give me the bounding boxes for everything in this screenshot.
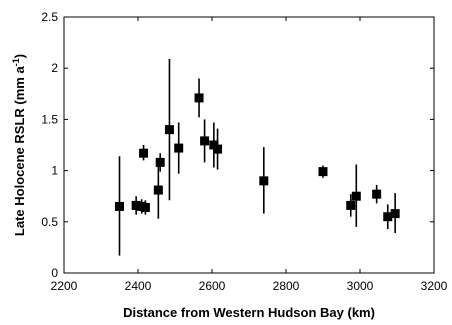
y-axis-ticks: 0 0.5 1 1.5 2 2.5 bbox=[41, 10, 434, 280]
y-axis-title-close: ) bbox=[12, 54, 27, 58]
data-point bbox=[372, 189, 382, 199]
data-point bbox=[200, 136, 210, 146]
data-point bbox=[194, 93, 204, 103]
x-tick-label: 2600 bbox=[199, 279, 226, 293]
y-tick-label: 2 bbox=[51, 61, 58, 75]
data-points bbox=[115, 93, 400, 222]
data-point bbox=[318, 167, 328, 177]
data-point bbox=[164, 125, 174, 135]
data-point bbox=[155, 157, 165, 167]
data-point bbox=[139, 148, 149, 158]
y-tick-label: 0.5 bbox=[41, 215, 58, 229]
data-point bbox=[115, 201, 124, 211]
data-point bbox=[351, 191, 361, 201]
y-tick-label: 1.5 bbox=[41, 112, 58, 126]
y-tick-label: 2.5 bbox=[41, 10, 58, 24]
x-tick-label: 2400 bbox=[125, 279, 152, 293]
x-axis-title: Distance from Western Hudson Bay (km) bbox=[123, 305, 375, 320]
data-point bbox=[213, 144, 223, 154]
data-point bbox=[174, 143, 184, 153]
data-point bbox=[390, 209, 400, 219]
data-point bbox=[259, 176, 269, 186]
data-point bbox=[153, 185, 163, 195]
data-point bbox=[140, 202, 150, 212]
y-tick-label: 1 bbox=[51, 164, 58, 178]
error-bars bbox=[118, 58, 396, 256]
data-point bbox=[383, 212, 393, 222]
data-point bbox=[131, 200, 141, 210]
plot-frame bbox=[63, 16, 435, 274]
x-tick-label: 2200 bbox=[51, 279, 78, 293]
y-axis-title-main: Late Holocene RSLR (mm a bbox=[12, 66, 27, 237]
y-axis-title-superscript: -1 bbox=[11, 58, 21, 66]
x-tick-label: 3000 bbox=[347, 279, 374, 293]
x-tick-label: 3200 bbox=[421, 279, 448, 293]
data-point bbox=[346, 200, 356, 210]
y-axis-title: Late Holocene RSLR (mm a-1) bbox=[11, 54, 27, 236]
y-tick-label: 0 bbox=[51, 266, 58, 280]
x-axis-ticks: 2200 2400 2600 2800 3000 3200 bbox=[51, 17, 448, 293]
x-tick-label: 2800 bbox=[273, 279, 300, 293]
